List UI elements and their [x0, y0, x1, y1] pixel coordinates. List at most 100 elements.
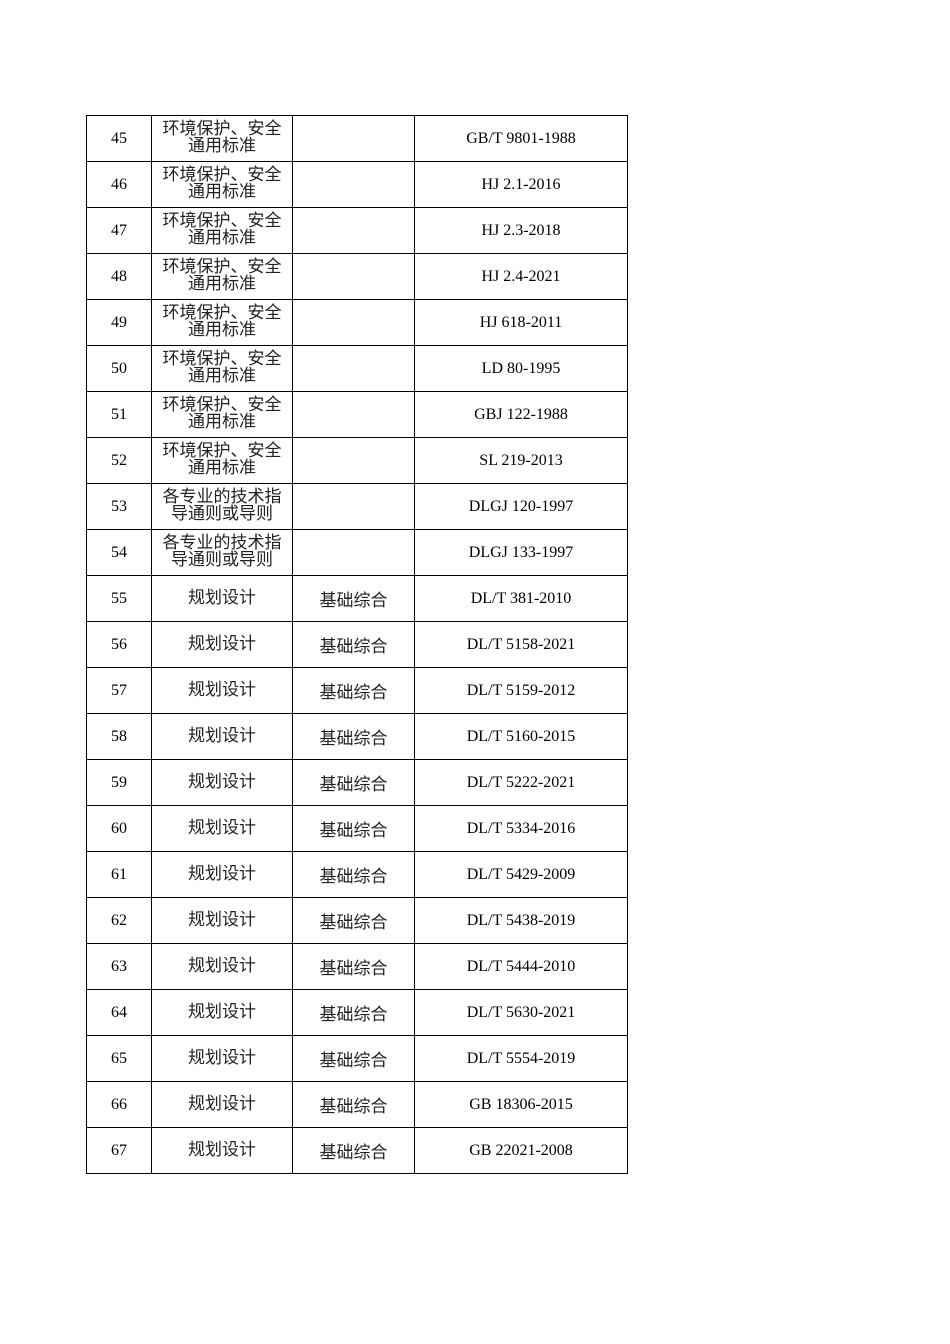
subcategory-cell: 基础综合 [292, 1127, 415, 1174]
standard-code-cell: HJ 2.4-2021 [414, 253, 628, 300]
subcategory-cell [292, 345, 415, 392]
subcategory-cell [292, 299, 415, 346]
standard-code-cell-text: DL/T 5158-2021 [466, 635, 576, 653]
row-number: 67 [86, 1127, 152, 1174]
subcategory-cell-text: 基础综合 [319, 637, 388, 657]
category-cell-text: 环境保护、安全通用标准 [162, 349, 282, 386]
category-cell: 各专业的技术指导通则或导则 [151, 483, 293, 530]
row-number: 66 [86, 1081, 152, 1128]
standard-code-cell: DLGJ 120-1997 [414, 483, 628, 530]
category-cell: 环境保护、安全通用标准 [151, 391, 293, 438]
row-number: 53 [86, 483, 152, 530]
standard-code-cell-text: GB/T 9801-1988 [466, 129, 576, 147]
subcategory-cell-text: 基础综合 [319, 729, 388, 749]
table-row: 53 各专业的技术指导通则或导则 DLGJ 120-1997 [86, 483, 628, 530]
row-number-text: 58 [111, 727, 127, 745]
row-number: 59 [86, 759, 152, 806]
row-number-text: 66 [111, 1095, 127, 1113]
category-cell: 规划设计 [151, 575, 293, 622]
table-row: 60 规划设计 基础综合 DL/T 5334-2016 [86, 805, 628, 852]
category-cell-text: 规划设计 [188, 955, 256, 976]
standard-code-cell: DL/T 381-2010 [414, 575, 628, 622]
standard-code-cell: GBJ 122-1988 [414, 391, 628, 438]
standard-code-cell: DL/T 5222-2021 [414, 759, 628, 806]
category-cell: 规划设计 [151, 1081, 293, 1128]
standard-code-cell: GB 18306-2015 [414, 1081, 628, 1128]
row-number: 57 [86, 667, 152, 714]
standard-code-cell: SL 219-2013 [414, 437, 628, 484]
category-cell-text: 规划设计 [188, 771, 256, 792]
table-row: 54 各专业的技术指导通则或导则 DLGJ 133-1997 [86, 529, 628, 576]
standard-code-cell-text: DL/T 5334-2016 [466, 819, 576, 837]
subcategory-cell: 基础综合 [292, 1035, 415, 1082]
category-cell: 规划设计 [151, 713, 293, 760]
table-row: 62 规划设计 基础综合 DL/T 5438-2019 [86, 897, 628, 944]
row-number: 56 [86, 621, 152, 668]
row-number-text: 65 [111, 1049, 127, 1067]
standard-code-cell: HJ 618-2011 [414, 299, 628, 346]
standard-code-cell-text: LD 80-1995 [481, 359, 561, 377]
category-cell-text: 规划设计 [188, 1139, 256, 1160]
standard-code-cell: HJ 2.1-2016 [414, 161, 628, 208]
table-row: 46 环境保护、安全通用标准 HJ 2.1-2016 [86, 161, 628, 208]
table-row: 67 规划设计 基础综合 GB 22021-2008 [86, 1127, 628, 1174]
standard-code-cell-text: DL/T 5429-2009 [466, 865, 576, 883]
table-row: 65 规划设计 基础综合 DL/T 5554-2019 [86, 1035, 628, 1082]
category-cell: 规划设计 [151, 621, 293, 668]
category-cell-text: 规划设计 [188, 679, 256, 700]
table-row: 45 环境保护、安全通用标准 GB/T 9801-1988 [86, 115, 628, 162]
standard-code-cell: DL/T 5158-2021 [414, 621, 628, 668]
row-number-text: 55 [111, 589, 127, 607]
subcategory-cell: 基础综合 [292, 759, 415, 806]
category-cell-text: 环境保护、安全通用标准 [162, 165, 282, 202]
row-number-text: 49 [111, 313, 127, 331]
standard-code-cell: DL/T 5554-2019 [414, 1035, 628, 1082]
category-cell: 环境保护、安全通用标准 [151, 253, 293, 300]
subcategory-cell [292, 437, 415, 484]
row-number: 47 [86, 207, 152, 254]
standard-code-cell-text: HJ 618-2011 [479, 313, 563, 331]
row-number-text: 48 [111, 267, 127, 285]
row-number-text: 64 [111, 1003, 127, 1021]
subcategory-cell-text: 基础综合 [319, 775, 388, 795]
row-number: 49 [86, 299, 152, 346]
subcategory-cell-text: 基础综合 [319, 591, 388, 611]
row-number: 58 [86, 713, 152, 760]
table-row: 47 环境保护、安全通用标准 HJ 2.3-2018 [86, 207, 628, 254]
standard-code-cell: DL/T 5429-2009 [414, 851, 628, 898]
category-cell-text: 规划设计 [188, 725, 256, 746]
category-cell: 环境保护、安全通用标准 [151, 299, 293, 346]
row-number-text: 52 [111, 451, 127, 469]
table-row: 56 规划设计 基础综合 DL/T 5158-2021 [86, 621, 628, 668]
category-cell: 规划设计 [151, 805, 293, 852]
category-cell: 规划设计 [151, 897, 293, 944]
subcategory-cell [292, 253, 415, 300]
subcategory-cell: 基础综合 [292, 897, 415, 944]
table-row: 52 环境保护、安全通用标准 SL 219-2013 [86, 437, 628, 484]
category-cell: 规划设计 [151, 851, 293, 898]
category-cell: 规划设计 [151, 667, 293, 714]
category-cell: 各专业的技术指导通则或导则 [151, 529, 293, 576]
row-number-text: 61 [111, 865, 127, 883]
standard-code-cell-text: DL/T 5630-2021 [466, 1003, 576, 1021]
subcategory-cell-text: 基础综合 [319, 683, 388, 703]
row-number: 63 [86, 943, 152, 990]
standard-code-cell-text: GB 18306-2015 [469, 1095, 573, 1113]
category-cell-text: 规划设计 [188, 1093, 256, 1114]
category-cell: 环境保护、安全通用标准 [151, 115, 293, 162]
row-number-text: 57 [111, 681, 127, 699]
subcategory-cell-text: 基础综合 [319, 1051, 388, 1071]
category-cell: 环境保护、安全通用标准 [151, 207, 293, 254]
subcategory-cell [292, 161, 415, 208]
row-number: 48 [86, 253, 152, 300]
table-row: 48 环境保护、安全通用标准 HJ 2.4-2021 [86, 253, 628, 300]
standard-code-cell: GB 22021-2008 [414, 1127, 628, 1174]
standard-code-cell: DLGJ 133-1997 [414, 529, 628, 576]
standard-code-cell-text: GB 22021-2008 [469, 1141, 573, 1159]
row-number: 65 [86, 1035, 152, 1082]
subcategory-cell [292, 391, 415, 438]
subcategory-cell: 基础综合 [292, 989, 415, 1036]
category-cell: 环境保护、安全通用标准 [151, 437, 293, 484]
standard-code-cell-text: HJ 2.4-2021 [481, 267, 561, 285]
row-number-text: 54 [111, 543, 127, 561]
